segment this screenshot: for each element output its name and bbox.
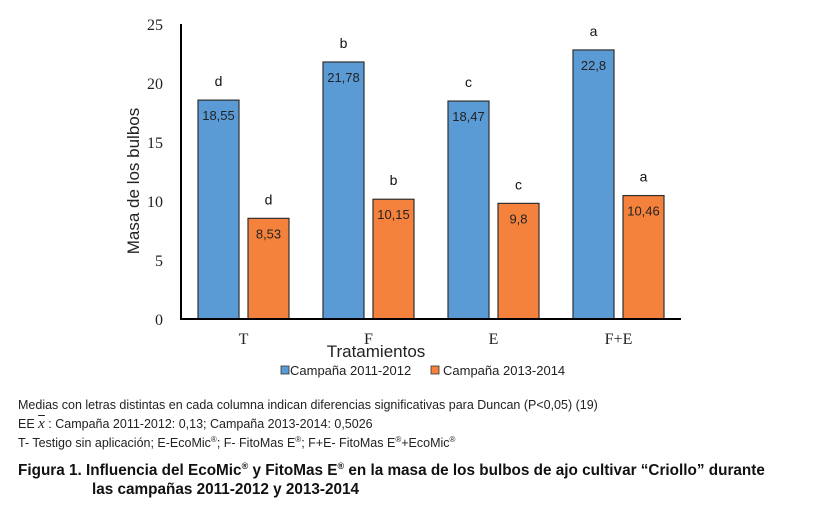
significance-letter: b [390, 172, 398, 188]
legend-swatch-2011-2012 [280, 365, 290, 375]
figure-notes: Medias con letras distintas en cada colu… [18, 396, 598, 453]
significance-letter: b [340, 35, 348, 51]
value-label: 8,53 [256, 226, 281, 241]
legend-label-2011-2012: Campaña 2011-2012 [290, 363, 411, 378]
y-tick-label: 5 [155, 253, 163, 270]
note-significance: Medias con letras distintas en cada colu… [18, 398, 598, 412]
significance-letter: d [215, 73, 223, 89]
bar-2011-2012 [447, 100, 490, 320]
registered-mark: ® [210, 435, 217, 444]
y-tick-label: 20 [147, 76, 163, 93]
legend: Campaña 2011-2012 Campaña 2013-2014 [280, 363, 565, 378]
bar-2013-2014 [247, 217, 290, 320]
x-tick-label: F [364, 331, 373, 348]
bar-2011-2012 [572, 49, 615, 320]
value-label: 18,47 [452, 109, 485, 124]
bar-2011-2012 [322, 61, 365, 320]
caption-line-2: las campañas 2011-2012 y 2013-2014 [92, 481, 360, 498]
significance-letter: d [265, 191, 273, 207]
bar-2013-2014 [372, 198, 415, 320]
y-tick-label: 0 [155, 312, 163, 329]
bar-chart: 0 5 10 15 20 25 18,55 d 8,53 d 21,78 b 10,15 b 18,47 c… [124, 17, 681, 378]
note-text: T- Testigo sin aplicación; E-EcoMic [18, 436, 211, 450]
note-ee-values: : Campaña 2011-2012: 0,13; Campaña 2013-… [44, 417, 373, 431]
x-bar-symbol: x [38, 416, 45, 432]
legend-swatch-2013-2014 [430, 365, 440, 375]
significance-letter: c [515, 176, 522, 192]
note-text: ; F+E- FitoMas E [301, 436, 396, 450]
caption-text: Figura 1. Influencia del EcoMic [18, 462, 242, 479]
value-label: 18,55 [202, 108, 235, 123]
figure-caption: Figura 1. Influencia del EcoMic® y FitoM… [18, 461, 765, 499]
caption-text: en la masa de los bulbos de ajo cultivar… [344, 462, 765, 479]
legend-label-2013-2014: Campaña 2013-2014 [443, 363, 565, 378]
significance-letter: a [640, 169, 648, 185]
value-label: 21,78 [327, 70, 360, 85]
value-label: 9,8 [509, 211, 527, 226]
note-standard-error: EE x : Campaña 2011-2012: 0,13; Campaña … [18, 415, 598, 434]
registered-mark: ® [295, 435, 302, 444]
note-ee-prefix: EE [18, 417, 39, 431]
caption-text: y FitoMas E [248, 462, 338, 479]
significance-letter: a [590, 23, 598, 39]
bar-2013-2014 [622, 194, 665, 320]
data-labels: 18,55 d 8,53 d 21,78 b 10,15 b 18,47 c 9,8 c 22,8 a 10… [202, 23, 660, 241]
y-tick-label: 25 [147, 17, 163, 34]
note-treatments: T- Testigo sin aplicación; E-EcoMic®; F-… [18, 434, 598, 453]
y-tick-label: 15 [147, 135, 163, 152]
note-text: ; F- FitoMas E [216, 436, 296, 450]
bars [197, 49, 665, 320]
x-tick-label: F+E [605, 331, 633, 348]
y-axis-title: Masa de los bulbos [124, 108, 143, 254]
x-tick-label: T [239, 331, 249, 348]
bar-2013-2014 [497, 202, 540, 320]
y-axis-ticks: 0 5 10 15 20 25 [147, 17, 163, 329]
value-label: 10,46 [627, 204, 660, 219]
significance-letter: c [465, 74, 472, 90]
registered-mark: ® [241, 461, 249, 471]
y-tick-label: 10 [147, 194, 163, 211]
x-tick-label: E [489, 331, 499, 348]
value-label: 22,8 [581, 58, 606, 73]
caption-line-1: Figura 1. Influencia del EcoMic® y FitoM… [18, 461, 765, 480]
x-axis-title: Tratamientos [327, 342, 426, 361]
registered-mark: ® [449, 435, 456, 444]
note-text: +EcoMic [401, 436, 450, 450]
registered-mark: ® [337, 461, 345, 471]
registered-mark: ® [395, 435, 402, 444]
x-axis-categories: T F E F+E [239, 331, 633, 348]
bar-2011-2012 [197, 99, 240, 320]
value-label: 10,15 [377, 207, 410, 222]
